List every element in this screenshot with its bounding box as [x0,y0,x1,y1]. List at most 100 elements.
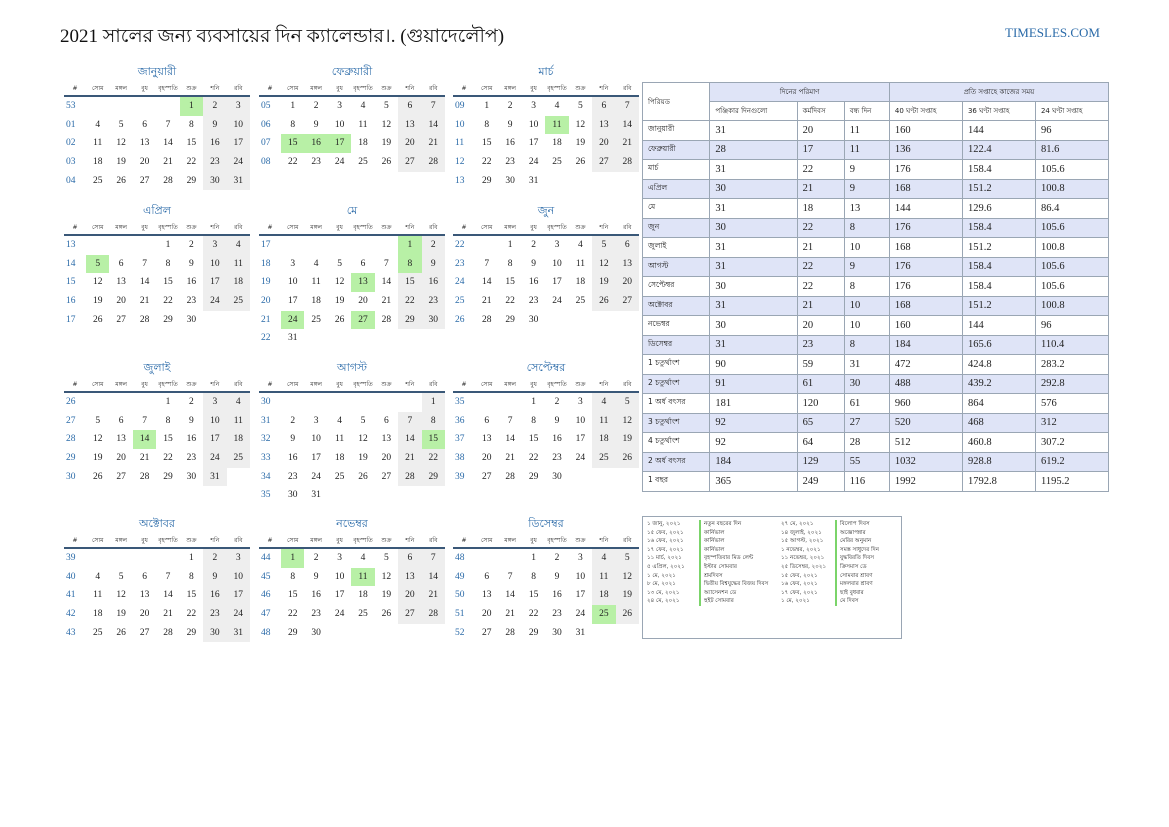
day-cell: 30 [311,627,321,638]
holiday-name: ইস্টার সোমবার [699,562,781,572]
day-cell: 30 [505,175,515,186]
week-number: 30 [66,471,76,482]
day-cell: 14 [381,277,392,288]
day-cell [375,236,398,255]
period-label: মে [641,198,711,219]
summary-value: 312 [1034,412,1110,433]
day-cell: 19 [92,453,103,464]
day-cell [328,329,351,348]
weekday-header: সোম [475,376,499,393]
day-cell: 14 [398,430,422,450]
day-cell: 30 [203,623,227,643]
day-cell [398,393,421,412]
month-name: নভেম্বর [336,518,368,530]
summary-value: 120 [796,393,845,414]
summary-value: 468 [961,412,1036,433]
day-cell: 17 [203,430,227,450]
weekday-header: বৃহস্পতি [156,376,180,393]
day-cell: 8 [290,571,296,582]
weekday-header: শনি [398,219,422,236]
summary-value: 22 [796,256,845,277]
day-cell: 16 [311,590,321,601]
summary-value: 9 [843,256,890,277]
weekday-header: # [259,219,281,236]
table-row: জুলাই 31 21 10 168 151.2 100.8 [641,237,1110,258]
day-cell: 23 [186,453,197,464]
day-cell: 19 [116,157,126,168]
weekday-header: বৃহস্পতি [351,376,375,393]
summary-value: 23 [796,334,845,355]
day-cell [375,329,398,348]
holiday-name: বৃহস্পতিবার মিড লেন্ট [699,554,781,563]
day-cell [133,393,156,412]
day-cell: 14 [163,590,173,601]
day-cell: 10 [203,411,227,431]
day-cell: 28 [481,314,492,325]
day-cell: 14 [615,115,639,135]
summary-value: 184 [888,334,963,355]
day-cell [422,624,445,643]
weekday-header: বুধ [521,376,546,393]
day-cell: 1 [421,393,445,412]
week-number: 30 [261,397,271,407]
week-number: 41 [66,590,76,601]
holiday-name: ছাই বুধবার [835,588,899,598]
summary-value: 81.6 [1034,139,1110,160]
summary-value: 10 [843,237,890,258]
summary-value: 59 [796,354,845,375]
day-cell: 6 [484,571,490,582]
summary-value: 30 [843,373,890,394]
week-number: 17 [66,314,76,325]
period-label: 2 অর্ধ বৎসর [641,451,711,472]
holiday-name: মঙ্গলবার শ্রাবণ [835,580,899,589]
weekday-header: শনি [203,80,227,97]
holiday-name: বিলোপ দিবস [835,520,899,529]
holiday-date: ২৫ ডিসেম্বর, ২০২১ [781,563,827,570]
day-cell [398,486,421,505]
day-cell: 11 [358,119,368,130]
holiday-date: ৫ এপ্রিল, ২০২১ [647,563,685,570]
week-number: 09 [455,101,465,111]
day-cell: 10 [226,567,250,587]
day-cell: 20 [481,453,492,464]
weekday-header: বুধ [132,219,157,236]
period-label: 2 চতুর্থাংশ [641,373,711,394]
holiday-date: ৮ মে, ২০২১ [647,581,676,588]
day-cell [133,97,156,116]
week-number: 02 [66,138,76,149]
week-number: 13 [455,175,465,186]
weekday-header: # [453,376,475,393]
weekday-header: বৃহস্পতি [351,532,375,549]
day-cell: 18 [358,590,368,601]
day-cell: 24 [203,292,227,311]
weekday-header: বৃহস্পতি [156,80,180,97]
summary-value: 8 [843,334,890,355]
day-cell: 15 [186,590,197,601]
day-cell: 16 [203,586,227,606]
day-cell: 23 [311,157,321,168]
day-cell [86,549,109,568]
weekday-header: বৃহস্পতি [545,219,569,236]
day-cell: 24 [226,605,250,624]
day-cell: 25 [592,449,616,468]
day-cell: 26 [575,157,586,168]
week-number: 48 [455,553,465,563]
day-cell: 17 [528,138,539,149]
summary-value: 11 [843,120,890,141]
weekday-header: # [64,376,86,393]
week-number: 46 [261,590,271,601]
day-cell [592,172,615,191]
weekday-header: বৃহস্পতি [545,376,569,393]
week-number: 42 [66,609,76,620]
day-cell: 17 [575,590,586,601]
week-number: 34 [261,471,271,482]
day-cell: 29 [287,627,298,638]
week-number: 21 [261,314,271,325]
day-cell: 18 [226,430,250,450]
site-brand-link[interactable]: TIMESLES.COM [1005,25,1100,40]
day-cell: 27 [139,175,150,186]
day-cell: 22 [186,609,197,620]
day-cell: 5 [118,119,124,130]
day-cell: 30 [421,310,445,330]
day-cell [109,549,132,568]
